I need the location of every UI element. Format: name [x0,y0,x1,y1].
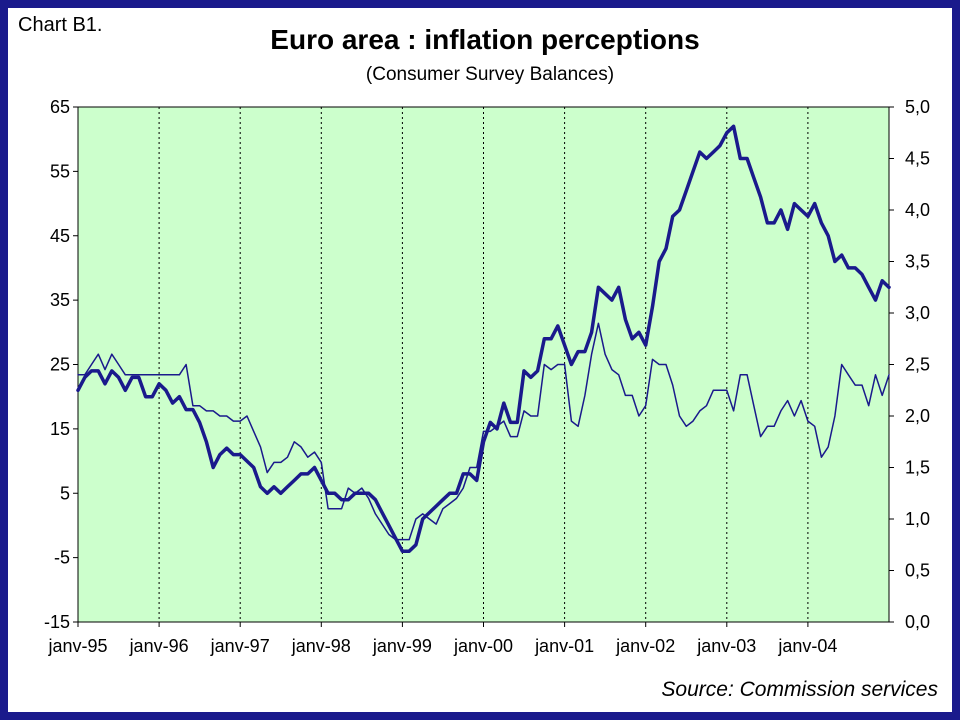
y-tick-label: 45 [50,226,70,246]
chart-source: Source: Commission services [661,678,938,701]
plot-area [77,106,890,623]
x-tick-label: janv-01 [534,636,594,656]
y-tick-label: 5 [60,483,70,503]
x-tick-label: janv-99 [372,636,432,656]
y-tick-label: 25 [50,355,70,375]
y2-tick-label: 0,5 [905,561,930,581]
series-line-left-axis [76,124,891,553]
y-tick-label: 35 [50,290,70,310]
left-axis: 65 55 45 35 25 15 5 -5 -15 [44,97,78,632]
y2-tick-label: 0,0 [905,612,930,632]
series-group [76,124,891,553]
chart-title: Euro area : inflation perceptions [270,24,700,55]
y2-tick-label: 1,0 [905,509,930,529]
x-tick-label: janv-04 [777,636,837,656]
x-tick-label: janv-96 [129,636,189,656]
y-tick-label: -5 [54,548,70,568]
x-tick-label: janv-95 [47,636,107,656]
x-tick-label: janv-00 [453,636,513,656]
x-tick-label: janv-97 [210,636,270,656]
x-axis: janv-95 janv-96 janv-97 janv-98 janv-99 janv-… [47,622,837,656]
y2-tick-label: 2,0 [905,406,930,426]
y-tick-label: 55 [50,161,70,181]
y2-tick-label: 3,0 [905,303,930,323]
y2-tick-label: 2,5 [905,355,930,375]
grid-lines [158,107,809,622]
y-tick-label: -15 [44,612,70,632]
chart-label: Chart B1. [18,14,103,36]
y2-tick-label: 4,5 [905,149,930,169]
y2-tick-label: 4,0 [905,200,930,220]
x-tick-label: janv-98 [291,636,351,656]
y2-tick-label: 1,5 [905,458,930,478]
y2-tick-label: 3,5 [905,252,930,272]
series-line-right-axis [77,322,890,541]
y2-tick-label: 5,0 [905,97,930,117]
y-tick-label: 65 [50,97,70,117]
x-tick-label: janv-02 [615,636,675,656]
chart-subtitle: (Consumer Survey Balances) [365,64,615,85]
x-tick-label: janv-03 [696,636,756,656]
right-axis: 5,0 4,5 4,0 3,5 3,0 2,5 2,0 1,5 1,0 0,5 0,0 [889,97,930,632]
y-tick-label: 15 [50,419,70,439]
